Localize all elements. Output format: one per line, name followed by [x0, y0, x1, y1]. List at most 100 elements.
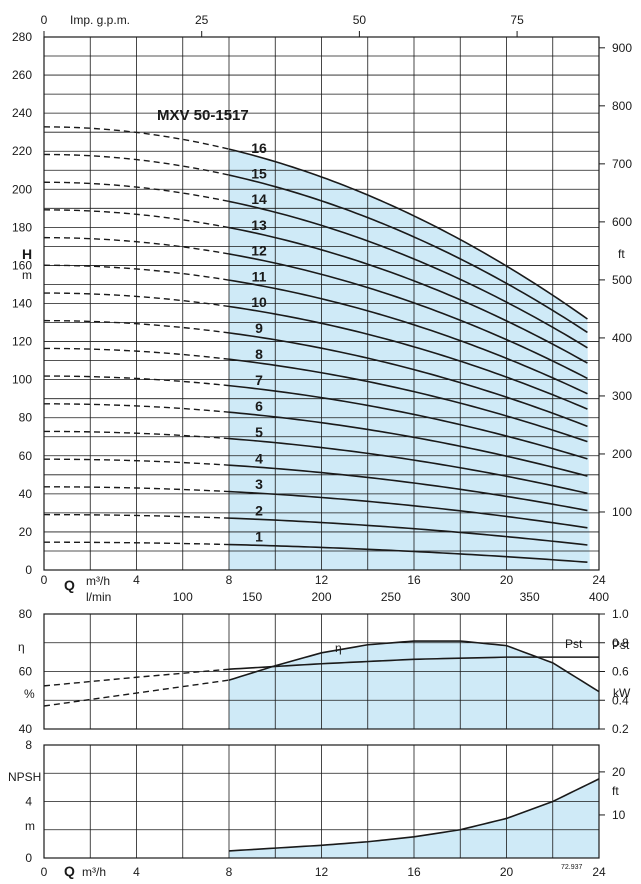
head-curve-dashed [43, 486, 230, 493]
h-tick-label: 20 [19, 525, 33, 539]
ft-tick-label: 700 [612, 157, 632, 171]
lmin-tick-label: 100 [173, 590, 193, 604]
npsh-tick-label: 8 [25, 738, 32, 752]
head-curve-dashed [43, 236, 230, 255]
head-curve [228, 200, 588, 349]
ft-tick-label: 100 [612, 505, 632, 519]
head-curve [228, 253, 588, 380]
q-tick-label-bottom: 12 [315, 865, 329, 879]
efficiency-curves [43, 640, 600, 707]
stage-label: 6 [255, 398, 263, 414]
head-curve [228, 490, 588, 529]
h-tick-label: 60 [19, 449, 33, 463]
h-tick-label: 100 [12, 373, 32, 387]
ft-tick-label: 400 [612, 331, 632, 345]
h-tick-label: 260 [12, 68, 32, 82]
gpm-tick-label: 0 [41, 13, 48, 27]
stage-label: 4 [255, 450, 263, 466]
stage-label: 15 [251, 165, 267, 181]
h-tick-label: 0 [25, 563, 32, 577]
gpm-tick-label: 75 [510, 13, 524, 27]
lmin-tick-label: 350 [520, 590, 540, 604]
stage-label: 10 [251, 294, 267, 310]
pst-curve [228, 656, 599, 670]
npsh-ft-label: ft [612, 784, 619, 798]
npsh-ft-tick-label: 10 [612, 808, 626, 822]
h-tick-label: 200 [12, 182, 32, 196]
h-tick-label: 160 [12, 258, 32, 272]
pst-axis-label: Pst [612, 638, 630, 652]
npsh-axis-label: NPSH [8, 770, 41, 784]
top-axis-label: Imp. g.p.m. [70, 13, 130, 27]
npsh-ft-tick-label: 20 [612, 765, 626, 779]
h-axis-var: H [22, 246, 32, 262]
head-curve-dashed [43, 375, 230, 387]
head-curve [228, 332, 588, 428]
stage-label: 3 [255, 476, 263, 492]
operating-range-fill [229, 149, 590, 570]
h-tick-label: 80 [19, 411, 33, 425]
eta-curve-dashed [43, 679, 230, 707]
pst-curve-label: Pst [565, 637, 583, 651]
q-tick-label-bottom: 8 [226, 865, 233, 879]
lmin-tick-label: 250 [381, 590, 401, 604]
head-curve [228, 543, 588, 564]
q-tick-label: 24 [592, 573, 606, 587]
head-curve-dashed [43, 181, 230, 203]
figure-code: 72.937 [561, 864, 583, 871]
eta-axis-label: η [18, 640, 25, 654]
head-curve-dashed [43, 541, 230, 546]
head-curve-dashed [43, 458, 230, 466]
q-tick-label: 0 [41, 573, 48, 587]
npsh-tick-label: 0 [25, 851, 32, 865]
ft-tick-label: 200 [612, 447, 632, 461]
ft-tick-label: 800 [612, 99, 632, 113]
npsh-tick-label: 4 [25, 795, 32, 809]
q-tick-label: 12 [315, 573, 329, 587]
head-axes: 0204060801001201401601802002202402602801… [12, 13, 632, 604]
head-curve-dashed [43, 292, 230, 308]
kw-tick-label: 0.8 [612, 636, 629, 650]
kw-axis-label: kW [613, 686, 631, 700]
head-curve-dashed [43, 513, 230, 519]
npsh-axes: 0 4 8 10 20 0 4 8 12 16 20 24 [25, 738, 625, 879]
eta-curve-label: η [335, 641, 342, 655]
q-tick-label-bottom: 24 [592, 865, 606, 879]
q-tick-label: 16 [407, 573, 421, 587]
kw-tick-label: 1.0 [612, 607, 629, 621]
head-curve-dashed [43, 126, 230, 150]
ft-tick-label: 600 [612, 215, 632, 229]
stage-label: 14 [251, 191, 267, 207]
head-curve [228, 305, 588, 410]
h-tick-label: 40 [19, 487, 33, 501]
head-curve [228, 464, 588, 512]
stage-label: 1 [255, 528, 263, 544]
stage-label: 7 [255, 372, 263, 388]
h-tick-label: 140 [12, 297, 32, 311]
operating-range-area [229, 149, 590, 570]
stage-label: 9 [255, 320, 263, 336]
q-tick-label: 8 [226, 573, 233, 587]
h-tick-label: 220 [12, 144, 32, 158]
q-axis-unit-bottom: m³/h [82, 865, 106, 879]
h-tick-label: 120 [12, 335, 32, 349]
efficiency-axes: 40 60 80 0.2 0.4 0.6 0.8 1.0 [19, 607, 629, 736]
eta-tick-label: 60 [19, 665, 33, 679]
head-curve [228, 174, 588, 334]
head-curve-dashed [43, 153, 230, 176]
q-tick-label: 20 [500, 573, 514, 587]
eta-tick-label: 80 [19, 607, 33, 621]
h-tick-label: 180 [12, 220, 32, 234]
kw-tick-label: 0.4 [612, 693, 629, 707]
head-curve [228, 358, 588, 443]
stage-label: 12 [251, 243, 267, 259]
npsh-curve [228, 778, 600, 852]
head-curve-dashed [43, 319, 230, 334]
lmin-tick-label: 300 [450, 590, 470, 604]
head-curve [228, 226, 588, 364]
q-axis-unit: m³/h [86, 574, 110, 588]
ft-tick-label: 300 [612, 389, 632, 403]
q-tick-label: 4 [133, 573, 140, 587]
